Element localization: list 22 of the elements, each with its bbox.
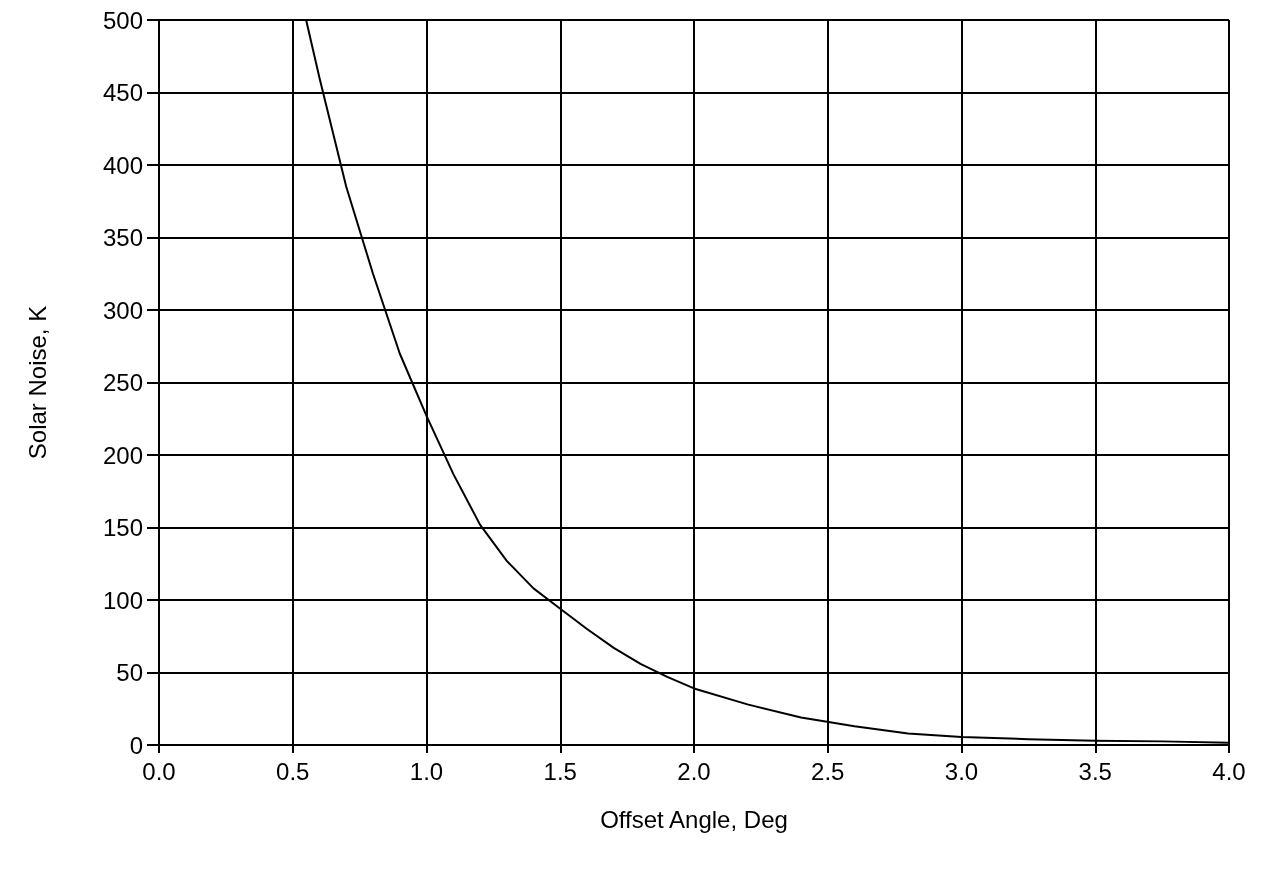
y-tick-label: 0 (129, 731, 143, 759)
x-tick-label: 3.0 (944, 757, 979, 785)
x-tick-label: 3.5 (1078, 757, 1112, 785)
x-tick-label: 2.5 (811, 757, 845, 785)
y-tick-label: 100 (102, 586, 143, 614)
y-tick-label: 300 (102, 296, 143, 324)
y-tick-label: 150 (102, 514, 143, 541)
x-tick-label: 4.0 (1212, 757, 1246, 785)
x-tick-label: 1.5 (543, 757, 577, 785)
y-tick-label: 350 (102, 224, 143, 251)
y-axis-title: Solar Noise, K (23, 305, 51, 460)
y-tick-label: 400 (102, 151, 143, 179)
y-tick-label: 250 (102, 369, 143, 396)
x-tick-label: 1.0 (409, 757, 444, 785)
y-tick-label: 450 (102, 79, 143, 106)
x-tick-label: 0.0 (142, 757, 176, 785)
x-tick-label: 0.5 (276, 757, 310, 785)
y-tick-label: 200 (102, 441, 143, 469)
x-axis-title: Offset Angle, Deg (600, 805, 788, 833)
y-tick-label: 500 (102, 6, 143, 34)
x-tick-label: 2.0 (677, 757, 711, 785)
y-tick-label: 50 (116, 659, 143, 686)
